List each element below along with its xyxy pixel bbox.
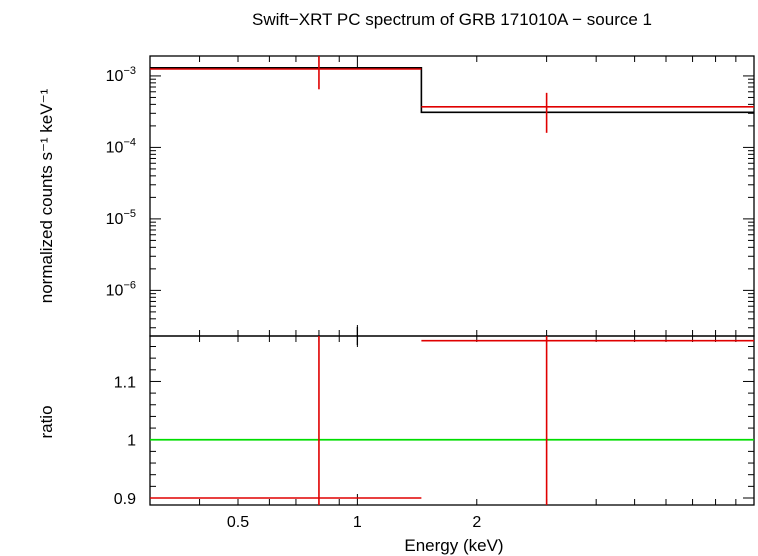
y-tick-label: 10−3	[106, 65, 136, 85]
y-tick-label-mantissa: 10	[106, 282, 124, 299]
model-step-line	[150, 66, 754, 114]
y-tick-label: 10−4	[106, 136, 136, 156]
x-tick-label: 1	[353, 514, 362, 531]
spectrum-frame	[149, 55, 755, 337]
x-tick-label: 0.5	[227, 514, 249, 531]
y-tick-label-exponent: −3	[123, 65, 136, 77]
ratio-frame	[149, 335, 755, 506]
y-axis-label-ratio: ratio	[37, 405, 56, 438]
y-tick-label: 0.9	[114, 491, 136, 508]
y-tick-label-exponent: −5	[123, 208, 136, 220]
y-tick-label: 1.1	[114, 374, 136, 391]
y-tick-label-exponent: −4	[123, 136, 136, 148]
spectrum-panel: 10−310−410−510−6	[106, 55, 755, 337]
chart-title: Swift−XRT PC spectrum of GRB 171010A − s…	[252, 10, 652, 29]
y-tick-label: 1	[127, 433, 136, 450]
y-axis-label-counts: normalized counts s⁻¹ keV⁻¹	[37, 88, 56, 303]
y-tick-label-mantissa: 10	[106, 139, 124, 156]
x-axis-label: Energy (keV)	[404, 536, 503, 555]
y-tick-label: 10−6	[106, 279, 136, 299]
y-tick-label-mantissa: 10	[106, 68, 124, 85]
y-tick-label-exponent: −6	[123, 279, 136, 291]
y-tick-label: 10−5	[106, 208, 136, 228]
ratio-panel: 0.9 1 1.1 0.5 1 2	[114, 327, 755, 531]
y-tick-label-mantissa: 10	[106, 211, 124, 228]
x-tick-label: 2	[472, 514, 481, 531]
